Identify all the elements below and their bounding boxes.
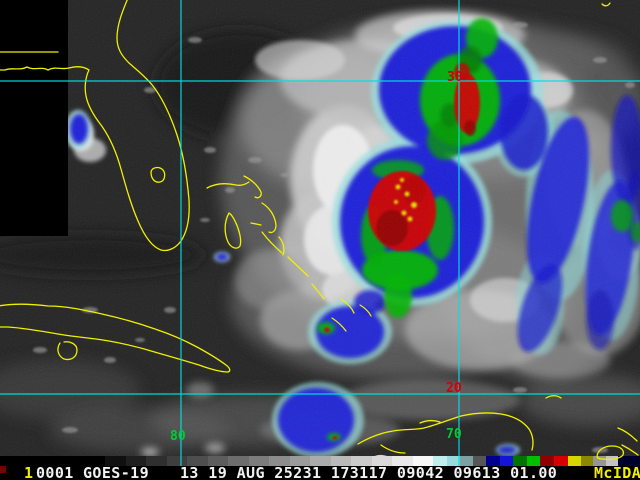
colorbar-segment (248, 456, 269, 466)
colorbar-segment (392, 456, 413, 466)
colorbar-segment (330, 456, 351, 466)
colorbar-segment (513, 456, 527, 466)
colorbar-segment (433, 456, 447, 466)
colorbar-segment (105, 456, 126, 466)
mcidas-brand: McIDAS (594, 464, 640, 480)
colorbar-segment (593, 456, 606, 466)
cursor-block (0, 466, 6, 473)
enhancement-blue (70, 26, 640, 454)
coastline-right-edge-island (621, 444, 639, 456)
coastline-long-island (287, 256, 309, 277)
frame-number: 1 (24, 464, 34, 480)
coastline-cat-island (278, 236, 285, 256)
colorbar-segment (269, 456, 290, 466)
colorbar-segment (371, 456, 392, 466)
coastline-exuma (261, 231, 283, 254)
colorbar-segment (527, 456, 540, 466)
colorbar-segment (146, 456, 167, 466)
ocean-background (0, 0, 640, 456)
colorbar-segment (310, 456, 331, 466)
colorbar-segment (581, 456, 593, 466)
colorbar-segment (0, 456, 105, 466)
coastline-cuba-south (0, 326, 229, 373)
enhancement-colorbar (0, 456, 640, 466)
coastline-isle-of-youth (57, 341, 78, 361)
grid-labels: 30 20 80 70 (170, 70, 463, 444)
colorbar-segment (473, 456, 486, 466)
coastline-new-providence (250, 222, 262, 226)
coastline-mayaguana (359, 304, 372, 317)
colorbar-segment (289, 456, 310, 466)
lon-label-80: 80 (170, 429, 186, 444)
coastline-small-cay (331, 317, 347, 332)
coastline-haiti-inner (380, 444, 406, 454)
image-info-text: 13 19 AUG 25231 173117 09042 09613 01.00 (180, 464, 558, 480)
satellite-name: GOES-19 (83, 464, 150, 480)
coastline-abaco (243, 175, 262, 199)
latlon-grid (0, 0, 640, 466)
coastline-turks (545, 395, 562, 399)
colorbar-segment (540, 456, 554, 466)
colorbar-segment (486, 456, 500, 466)
cloud-speckles (33, 22, 635, 453)
colorbar-segment (166, 456, 187, 466)
enhancement-red hurricane-core (324, 63, 480, 440)
colorbar-segment (500, 456, 513, 466)
enhancement-green (317, 18, 640, 441)
coastline-crooked-island (340, 298, 355, 314)
colorbar-segment (618, 456, 640, 466)
enhancement-cyan-fringe (65, 20, 640, 456)
lake-okeechobee (150, 166, 166, 183)
colorbar-segment (447, 456, 460, 466)
coastline-andros (224, 212, 242, 249)
colorbar-segment (412, 456, 433, 466)
lat-label-30: 30 (447, 70, 463, 85)
cloud-field-gray (0, 20, 640, 452)
lat-label-20: 20 (446, 381, 462, 396)
coastline-puerto-rico-tip (617, 427, 638, 442)
coastline-bermuda (601, 2, 611, 7)
colorbar-segment (460, 456, 473, 466)
cloud-white-tops (70, 14, 640, 322)
enhancement-yellow (394, 178, 417, 222)
image-id: 0001 (36, 464, 74, 480)
colorbar-segment (606, 456, 618, 466)
colorbar-segment (187, 456, 208, 466)
lon-label-70: 70 (446, 427, 462, 442)
colorbar-segment (554, 456, 568, 466)
coastline-cuba-north (0, 303, 231, 373)
coastline-ragged-islands (311, 283, 325, 300)
coastline-hispaniola-north (357, 412, 534, 451)
colorbar-segment (207, 456, 228, 466)
status-bar: 1 0001 GOES-19 13 19 AUG 25231 173117 09… (0, 466, 640, 480)
cloud-field-bright (141, 10, 640, 456)
colorbar-segment (125, 456, 146, 466)
coastline-tortuga (419, 419, 441, 424)
no-data-margin (0, 0, 68, 236)
colorbar-segment (228, 456, 249, 466)
coastline-georgia-florida (0, 0, 190, 252)
coastline-eleuthera (261, 202, 277, 234)
image-noise (0, 0, 640, 456)
colorbar-segment (351, 456, 372, 466)
coastline-grand-bahama (206, 181, 250, 189)
colorbar-segment (568, 456, 581, 466)
